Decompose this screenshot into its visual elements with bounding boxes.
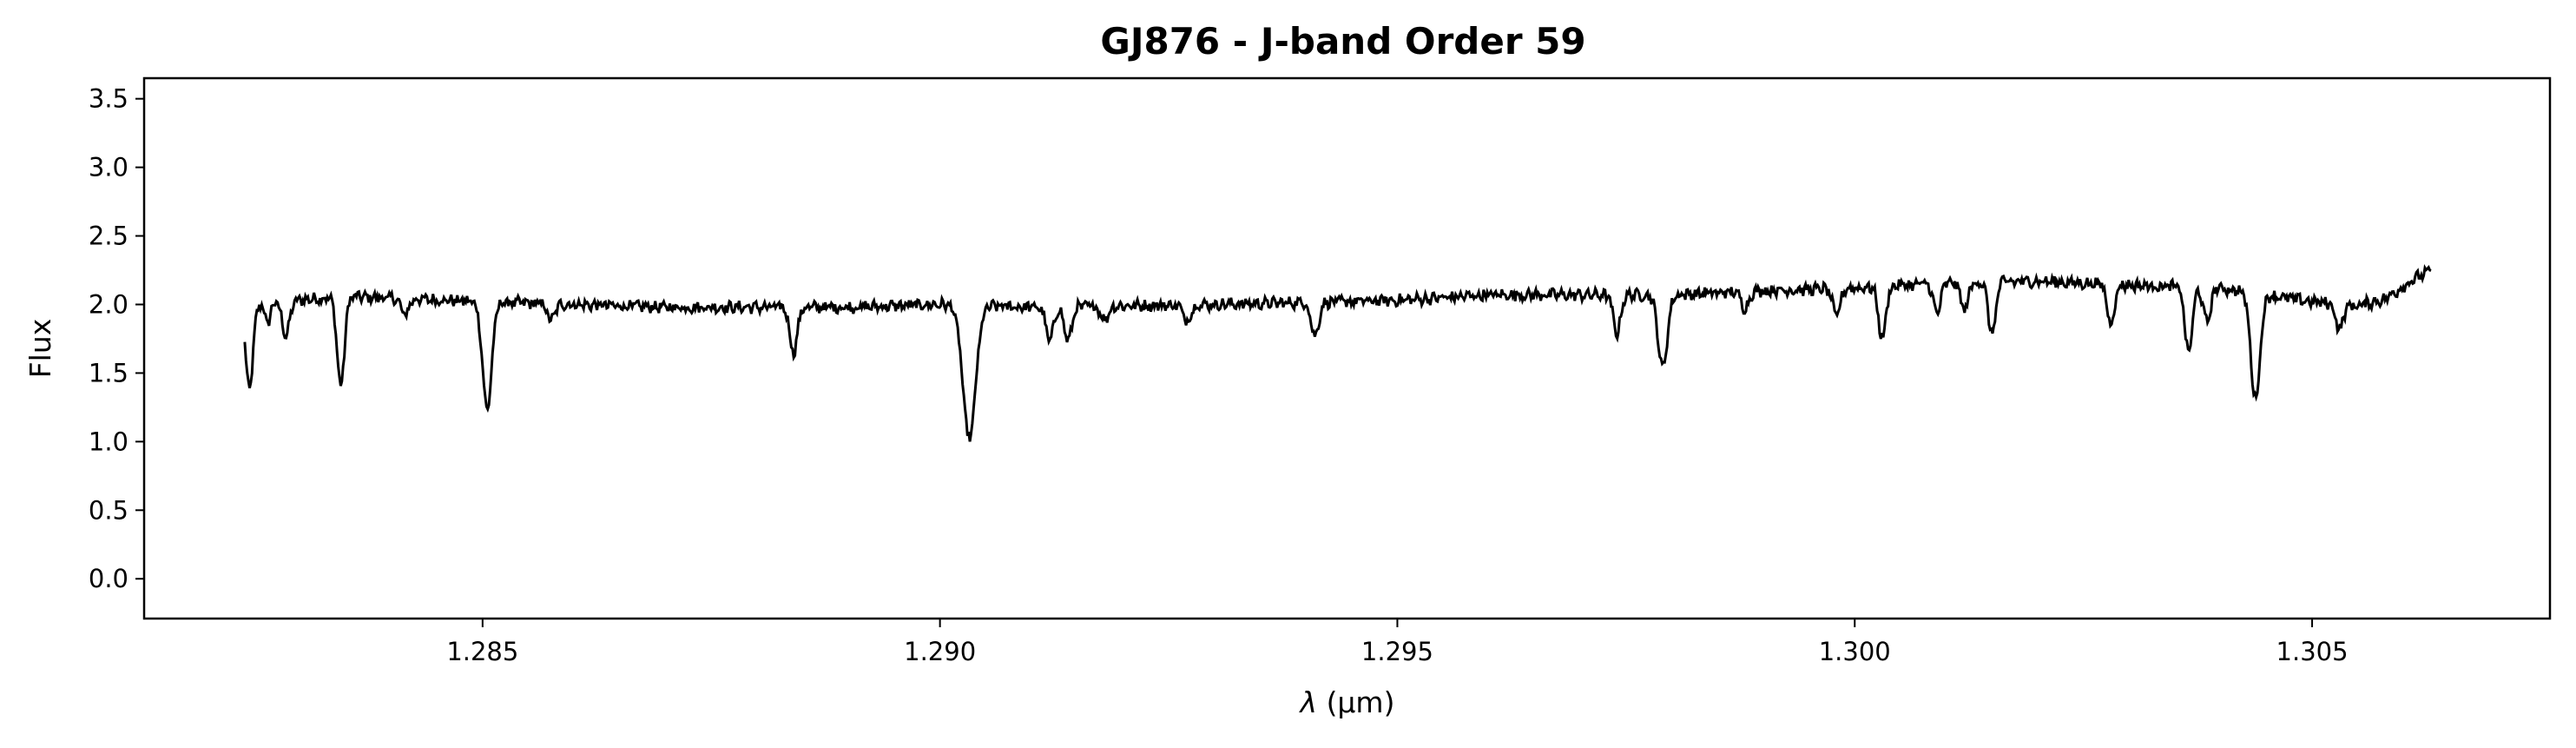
y-tick-label: 3.5	[89, 84, 128, 114]
flux-series-line	[243, 264, 2432, 442]
x-axis-label: λ (μm)	[1299, 685, 1395, 719]
x-tick-label: 1.295	[1361, 637, 1433, 666]
x-axis-label-symbol: λ	[1299, 685, 1318, 719]
y-tick-label: 1.5	[89, 358, 128, 387]
x-tick-label: 1.305	[2276, 637, 2349, 666]
y-tick-label: 0.0	[89, 564, 128, 593]
y-tick-label: 2.5	[89, 222, 128, 251]
chart-title: GJ876 - J-band Order 59	[1100, 20, 1585, 63]
x-tick-label: 1.285	[446, 637, 518, 666]
y-tick-label: 1.0	[89, 427, 128, 456]
x-tick-label: 1.290	[904, 637, 976, 666]
plot-frame	[142, 76, 2552, 620]
x-axis-label-unit: (μm)	[1327, 685, 1395, 719]
x-tick-label: 1.300	[1819, 637, 1891, 666]
y-tick-label: 3.0	[89, 153, 128, 182]
x-axis: 1.285 1.290 1.295 1.300 1.305	[446, 619, 2349, 666]
y-axis-label: Flux	[23, 319, 57, 379]
y-tick-label: 0.5	[89, 495, 128, 525]
y-tick-label: 2.0	[89, 289, 128, 319]
y-axis: 0.0 0.5 1.0 1.5 2.0 2.5 3.0 3.5	[89, 84, 144, 593]
